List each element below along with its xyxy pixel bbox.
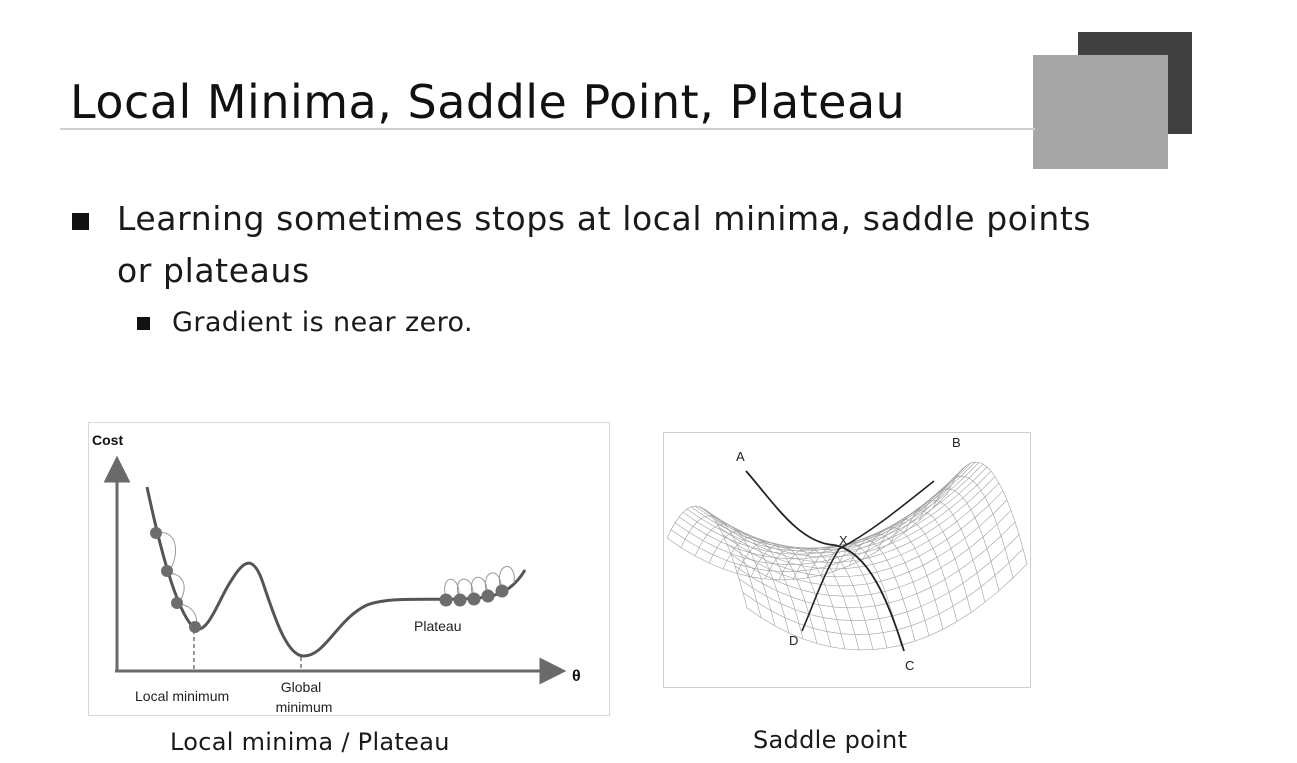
- point-label-b: B: [952, 435, 961, 450]
- descent-ball: [161, 565, 173, 577]
- cost-curve-svg: Cost θ Local minimum Global minimum Plat…: [92, 432, 581, 715]
- mesh-line: [932, 475, 1014, 579]
- mesh-line: [722, 536, 804, 639]
- mesh-line: [706, 466, 988, 554]
- saddle-surface-figure: A B X D C: [663, 432, 1031, 688]
- mesh-line: [918, 488, 1000, 591]
- mesh-line: [678, 472, 960, 560]
- sub-bullet-square-icon: [137, 317, 150, 330]
- ridge-curve-d-to-b: [801, 480, 935, 632]
- mesh-line: [722, 490, 1004, 578]
- plateau-label: Plateau: [414, 618, 461, 634]
- mesh-line: [738, 534, 1020, 621]
- descent-path: [155, 532, 198, 628]
- cost-curve: [145, 486, 527, 658]
- saddle-surface-svg: A B X D C: [666, 435, 1028, 673]
- mesh-line: [726, 499, 1008, 587]
- mesh-line: [946, 461, 1028, 565]
- mesh-line: [730, 510, 1012, 597]
- slide-title: Local Minima, Saddle Point, Plateau: [70, 75, 906, 129]
- point-label-d: D: [789, 633, 798, 648]
- descent-ball: [171, 597, 183, 609]
- mesh-line: [742, 548, 1024, 635]
- mesh-line: [904, 499, 986, 603]
- point-label-c: C: [905, 658, 914, 673]
- descent-ball: [150, 527, 162, 539]
- point-label-x: X: [839, 533, 848, 548]
- sub-bullet-text: Gradient is near zero.: [172, 307, 473, 338]
- mesh-line: [876, 519, 958, 622]
- ridge-curve-a-to-c: [745, 470, 905, 652]
- right-figure-caption: Saddle point: [753, 726, 908, 754]
- mesh-line: [834, 538, 916, 642]
- mesh-line: [890, 510, 972, 613]
- mesh-line: [686, 464, 968, 552]
- global-minimum-label-1: Global: [281, 679, 321, 695]
- mesh-line: [820, 542, 902, 646]
- bullet-text: Learning sometimes stops at local minima…: [117, 199, 1092, 290]
- mesh-line: [718, 482, 1000, 570]
- local-minimum-label: Local minimum: [135, 688, 229, 704]
- mesh-line: [862, 527, 944, 630]
- plateau-ball: [467, 592, 481, 606]
- plateau-ball: [439, 593, 453, 607]
- plateau-ball: [453, 593, 467, 607]
- point-label-a: A: [736, 449, 745, 464]
- title-underline: [60, 128, 1035, 130]
- mesh-line: [694, 523, 776, 626]
- cost-curve-figure: Cost θ Local minimum Global minimum Plat…: [88, 422, 610, 716]
- bullet-square-icon: [72, 213, 89, 230]
- mesh-line: [736, 541, 818, 644]
- descent-ball: [189, 621, 201, 633]
- decor-square-light: [1033, 55, 1168, 169]
- saddle-mesh: [666, 461, 1028, 651]
- y-axis-label: Cost: [92, 432, 123, 448]
- mesh-line: [848, 533, 930, 636]
- mesh-line: [734, 521, 1016, 609]
- mesh-line: [666, 493, 948, 581]
- mesh-line: [682, 468, 964, 555]
- mesh-line: [714, 476, 996, 563]
- x-axis-label: θ: [572, 668, 581, 685]
- global-minimum-label-2: minimum: [276, 699, 333, 715]
- mesh-line: [710, 470, 992, 558]
- plateau-ball: [495, 584, 509, 598]
- plateau-ball: [481, 589, 495, 603]
- left-figure-caption: Local minima / Plateau: [170, 728, 450, 756]
- mesh-line: [746, 563, 1028, 651]
- plateau-loops: [444, 566, 515, 599]
